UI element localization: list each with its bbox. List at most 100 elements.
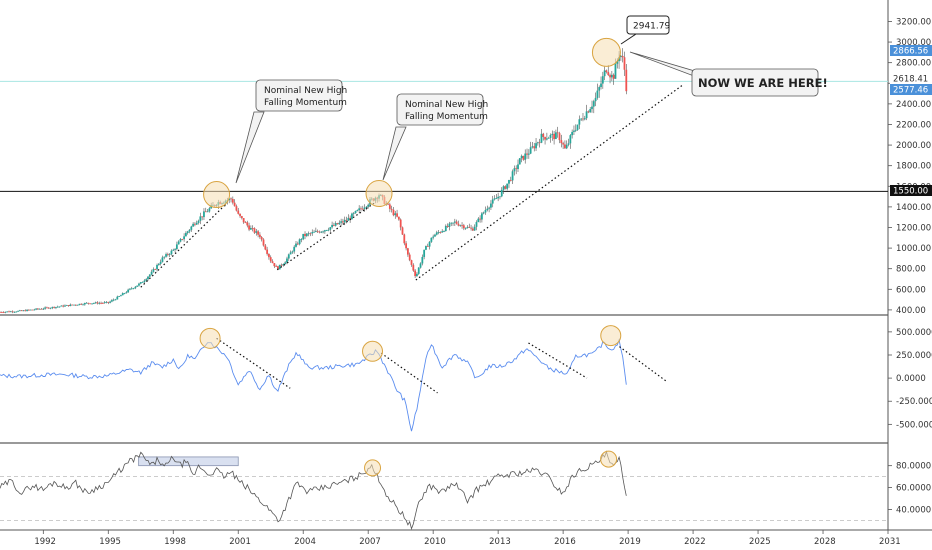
price-candle xyxy=(490,200,492,210)
price-candle xyxy=(282,263,285,267)
price-candle xyxy=(134,286,137,290)
price-candle xyxy=(154,268,157,270)
callout-2000-line2: Falling Momentum xyxy=(264,98,347,108)
price-candle xyxy=(549,133,552,143)
price-candle xyxy=(260,235,263,242)
price-axis: 3200.003000.002800.002600.002400.002200.… xyxy=(888,17,931,316)
price-candle xyxy=(533,142,536,152)
price-candle xyxy=(246,220,249,228)
price-candle xyxy=(313,229,315,233)
price-candle xyxy=(320,231,323,234)
momentum-axis-label: 500.0000 xyxy=(896,328,932,338)
price-candle xyxy=(502,185,505,195)
price-candle xyxy=(94,301,97,304)
price-candle xyxy=(580,118,583,122)
price-candle xyxy=(85,301,88,304)
price-candle xyxy=(488,206,491,213)
time-axis-label: 2028 xyxy=(814,537,836,547)
price-candle xyxy=(289,250,292,255)
price-candle xyxy=(11,310,14,314)
price-candle xyxy=(509,176,512,182)
price-candle xyxy=(529,141,532,155)
price-candle xyxy=(6,311,9,313)
price-candle xyxy=(49,307,52,310)
price-candle xyxy=(231,196,234,205)
price-candle xyxy=(307,231,310,237)
price-candle xyxy=(284,261,287,265)
price-candle xyxy=(194,222,196,227)
rsi-axis-label: 40.0000 xyxy=(896,505,931,515)
price-candle xyxy=(125,291,128,294)
price-candle xyxy=(0,311,3,313)
price-candle xyxy=(65,304,68,306)
price-candle xyxy=(148,274,151,279)
price-candle xyxy=(56,305,59,308)
price-candle xyxy=(64,304,66,307)
price-candle xyxy=(499,196,501,200)
time-axis-label: 2025 xyxy=(749,537,771,547)
price-candle xyxy=(201,216,204,221)
price-candle xyxy=(165,252,167,258)
price-candle xyxy=(17,310,19,312)
price-candle xyxy=(31,309,34,311)
price-candle xyxy=(60,305,63,307)
price-candle xyxy=(233,199,236,207)
price-candle xyxy=(83,302,86,306)
price-candle xyxy=(168,253,171,258)
price-candle xyxy=(239,213,241,218)
price-candle xyxy=(412,263,415,272)
price-candle xyxy=(435,230,438,236)
price-highlight-circle xyxy=(591,37,621,67)
price-candle xyxy=(244,221,247,224)
price-candle xyxy=(610,70,613,82)
momentum-trendline xyxy=(216,337,291,389)
price-candle xyxy=(91,303,93,305)
price-candle xyxy=(446,223,449,228)
price-candle xyxy=(92,302,95,305)
price-candle xyxy=(314,227,317,233)
time-axis-label: 2010 xyxy=(424,537,446,547)
price-candle xyxy=(500,187,503,198)
price-candle xyxy=(444,224,447,232)
price-candle xyxy=(101,302,104,304)
price-candle xyxy=(0,311,1,313)
price-candle xyxy=(333,222,335,227)
price-candle xyxy=(251,225,254,232)
price-candle xyxy=(103,301,106,304)
price-candle xyxy=(497,192,500,202)
price-candle xyxy=(484,206,487,215)
price-candle xyxy=(506,183,509,191)
momentum-series-line xyxy=(0,338,627,432)
rsi-highlight-circle xyxy=(600,450,618,468)
price-candle xyxy=(121,292,124,296)
price-candle xyxy=(188,229,191,234)
price-candle xyxy=(286,256,288,265)
price-candle xyxy=(157,263,160,266)
price-candle xyxy=(560,134,563,148)
price-candle xyxy=(592,99,595,114)
time-axis-label: 2004 xyxy=(294,537,316,547)
price-candle xyxy=(594,92,597,107)
price-candle xyxy=(479,215,481,223)
price-candle xyxy=(544,136,546,145)
price-candle xyxy=(73,304,75,306)
price-candle xyxy=(192,222,195,227)
price-axis-label: 2800.00 xyxy=(896,59,931,69)
price-candle xyxy=(174,247,176,253)
momentum-trendline xyxy=(619,346,668,383)
price-candle xyxy=(116,295,119,300)
price-candle xyxy=(78,303,81,306)
price-candle xyxy=(511,169,514,185)
price-candle xyxy=(453,218,456,226)
callout-2000-line1: Nominal New High xyxy=(264,86,347,96)
price-candle xyxy=(513,165,516,176)
price-candle xyxy=(291,250,294,254)
price-candle xyxy=(240,215,243,220)
price-candle xyxy=(248,222,250,232)
price-candle xyxy=(15,311,18,313)
price-candle xyxy=(340,218,343,226)
price-candle xyxy=(493,195,496,201)
price-candle xyxy=(111,299,113,303)
price-candle xyxy=(89,303,92,305)
price-candle xyxy=(300,238,303,243)
